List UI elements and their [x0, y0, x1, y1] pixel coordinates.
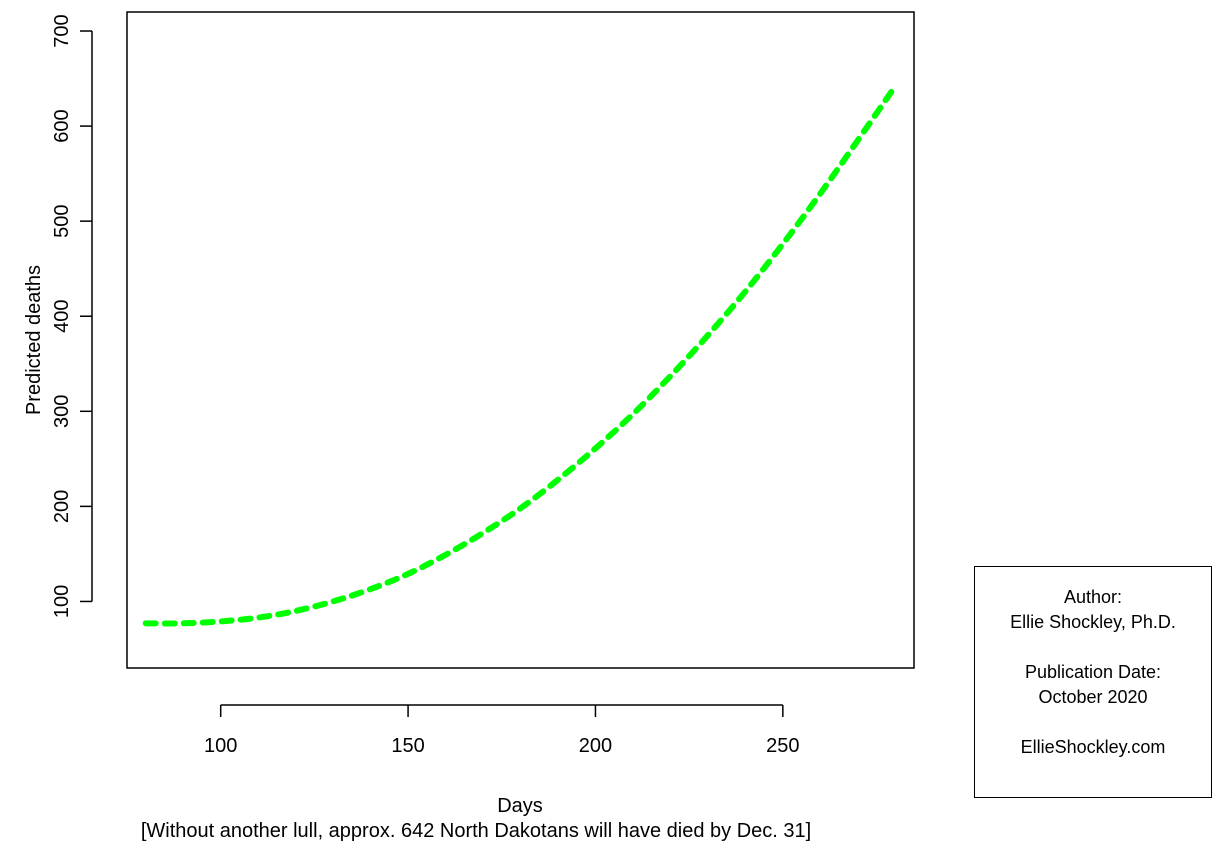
y-tick-label: 600 — [51, 109, 73, 142]
chart-caption: [Without another lull, approx. 642 North… — [141, 820, 811, 842]
publication-date-label: Publication Date: — [1024, 662, 1162, 682]
publication-date-value: October 2020 — [1038, 687, 1148, 707]
x-tick-label: 100 — [204, 735, 237, 757]
y-axis-title: Predicted deaths — [23, 265, 45, 415]
plot-frame — [126, 11, 915, 669]
x-tick-label: 150 — [391, 735, 424, 757]
x-axis-title: Days — [497, 795, 543, 817]
y-tick-label: 400 — [51, 300, 73, 333]
series-line-0 — [142, 83, 899, 627]
author-name: Ellie Shockley, Ph.D. — [1010, 612, 1176, 632]
x-tick-label: 250 — [766, 735, 799, 757]
author-label: Author: — [1063, 587, 1123, 607]
y-tick-label: 100 — [51, 585, 73, 618]
y-tick-label: 700 — [51, 14, 73, 47]
y-tick-label: 300 — [51, 395, 73, 428]
y-tick-label: 200 — [51, 490, 73, 523]
x-tick-label: 200 — [579, 735, 612, 757]
website-text: EllieShockley.com — [1020, 737, 1166, 757]
author-info-box: Author: Ellie Shockley, Ph.D. Publicatio… — [974, 566, 1212, 798]
y-tick-label: 500 — [51, 204, 73, 237]
plot-area: 100 150 200 250 100 200 300 400 500 600 700 Days Pre… — [23, 11, 915, 842]
